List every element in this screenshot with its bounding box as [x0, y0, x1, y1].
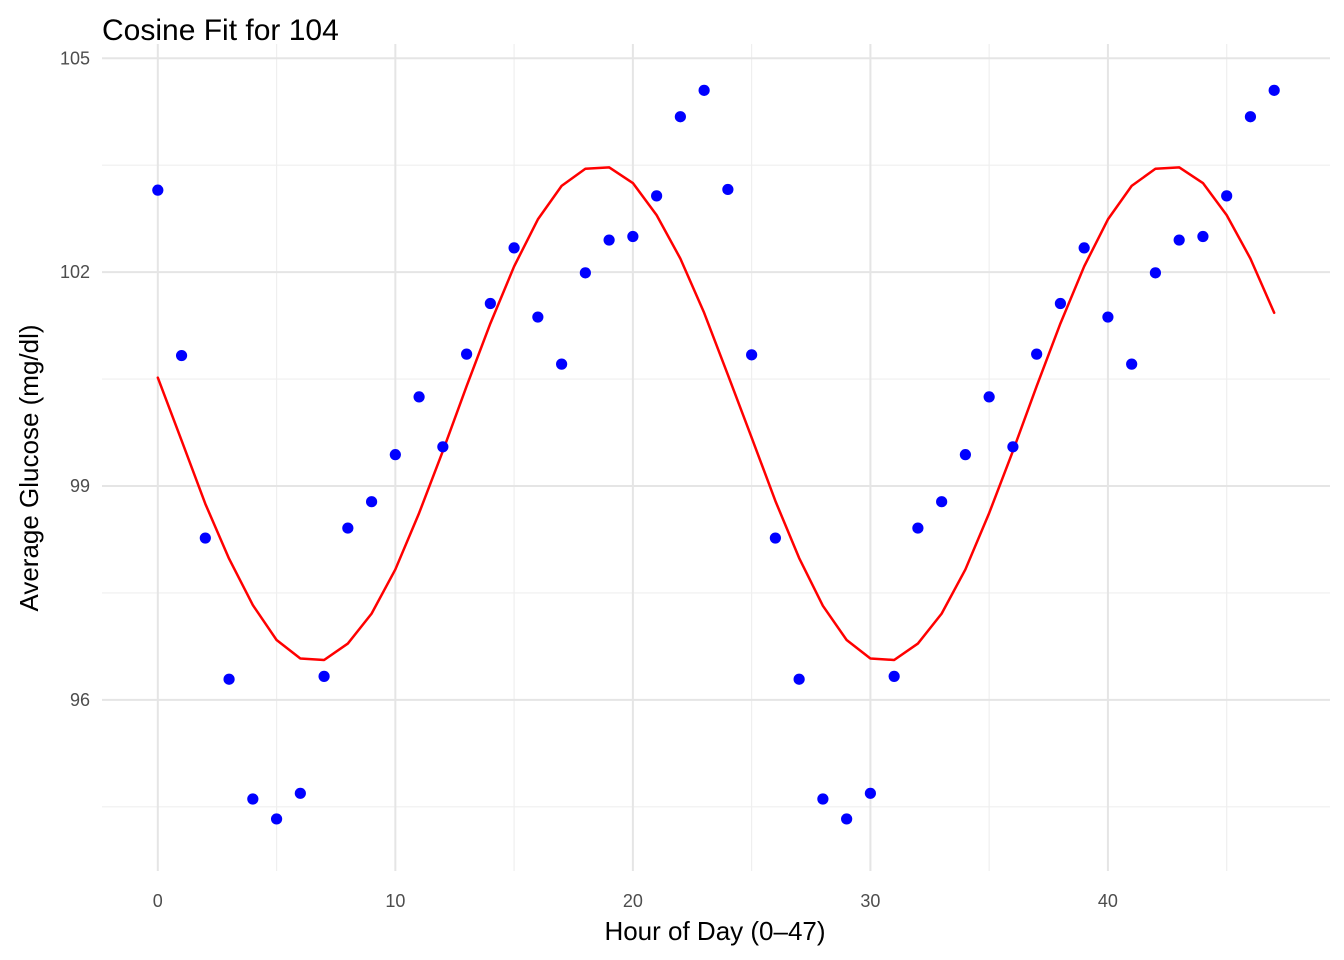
data-point-29: [841, 813, 853, 825]
data-point-11: [413, 391, 425, 403]
x-tick-label-1: 10: [385, 891, 405, 911]
data-point-25: [746, 349, 758, 361]
data-point-44: [1197, 230, 1209, 243]
y-tick-label-3: 105: [60, 48, 90, 68]
data-point-23: [698, 84, 710, 96]
data-point-17: [556, 358, 568, 370]
data-point-31: [888, 670, 900, 682]
y-tick-label-0: 96: [70, 690, 90, 710]
data-point-15: [508, 242, 520, 254]
grid-layer: [102, 44, 1330, 871]
points-layer: [152, 84, 1280, 825]
fit-line-layer: [156, 166, 1276, 662]
data-point-34: [959, 449, 972, 461]
cosine-fit-line: [156, 166, 1276, 662]
x-tick-label-4: 40: [1098, 891, 1118, 911]
data-point-47: [1268, 84, 1280, 96]
data-point-28: [817, 793, 829, 805]
data-point-36: [1007, 441, 1019, 453]
x-tick-label-0: 0: [153, 891, 163, 911]
chart-title: Cosine Fit for 104: [102, 14, 339, 47]
y-tick-label-1: 99: [70, 476, 90, 496]
y-tick-label-2: 102: [60, 262, 90, 282]
data-point-18: [579, 267, 591, 279]
data-point-43: [1173, 234, 1185, 246]
x-tick-label-2: 20: [623, 891, 643, 911]
data-point-5: [270, 813, 283, 825]
data-point-22: [674, 111, 686, 123]
data-point-0: [152, 184, 164, 196]
data-point-8: [342, 522, 354, 534]
data-point-7: [318, 670, 330, 682]
data-point-1: [175, 349, 188, 362]
data-point-30: [864, 787, 876, 799]
data-point-40: [1102, 311, 1114, 323]
data-point-14: [484, 297, 496, 310]
data-point-21: [651, 190, 663, 202]
x-tick-label-3: 30: [860, 891, 880, 911]
data-point-41: [1126, 358, 1138, 370]
data-point-12: [437, 441, 449, 453]
data-point-37: [1031, 348, 1043, 360]
data-point-16: [532, 311, 544, 323]
data-point-32: [912, 522, 924, 534]
data-point-26: [769, 532, 781, 544]
data-point-38: [1054, 297, 1067, 310]
data-point-42: [1149, 267, 1162, 279]
data-point-27: [793, 673, 805, 685]
data-point-45: [1221, 190, 1233, 202]
data-point-10: [389, 449, 401, 461]
data-point-19: [603, 234, 615, 246]
data-point-13: [460, 348, 473, 360]
data-point-39: [1078, 242, 1090, 254]
data-point-46: [1244, 111, 1257, 123]
data-point-2: [199, 532, 211, 544]
tick-label-layer: 0 10 20 30 40 96 99 102 105: [60, 48, 1118, 911]
data-point-20: [627, 230, 639, 243]
data-point-35: [983, 391, 995, 403]
x-axis-title: Hour of Day (0–47): [604, 916, 825, 946]
data-point-6: [294, 787, 306, 799]
data-point-9: [365, 496, 378, 508]
data-point-4: [247, 793, 259, 805]
data-point-24: [722, 183, 734, 196]
y-axis-title: Average Glucose (mg/dl): [14, 324, 44, 611]
data-point-33: [936, 496, 948, 508]
data-point-3: [223, 673, 235, 685]
